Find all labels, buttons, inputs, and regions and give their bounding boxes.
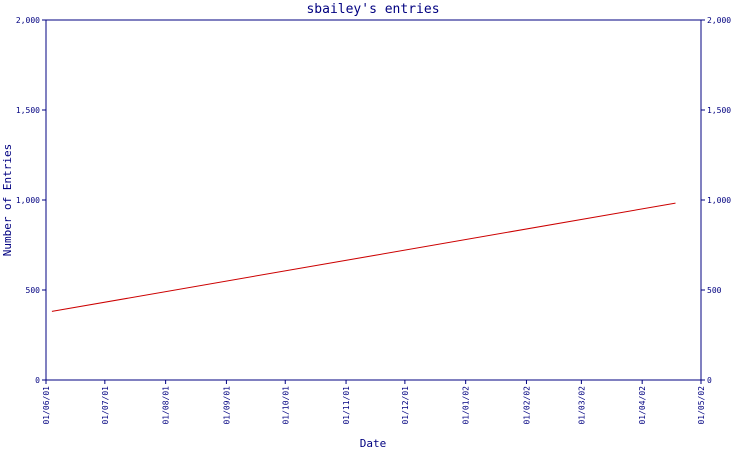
y-axis-left: 0 500 1,000 1,500 2,000 [16, 16, 46, 385]
y-tick-label-left: 1,500 [16, 106, 40, 115]
chart-title: sbailey's entries [306, 2, 439, 17]
x-tick-label: 01/03/02 [577, 386, 586, 425]
x-tick-label: 01/04/02 [638, 386, 647, 425]
plot-frame [45, 19, 702, 381]
x-tick-label: 01/05/02 [697, 386, 706, 425]
x-tick-label: 01/12/01 [401, 386, 410, 425]
x-tick-label: 01/01/02 [462, 386, 471, 425]
x-tick-label: 01/07/01 [101, 386, 110, 425]
y-tick-label-right: 1,000 [707, 196, 731, 205]
x-tick-label: 01/06/01 [42, 386, 51, 425]
x-tick-label: 01/02/02 [522, 386, 531, 425]
x-axis-label: Date [360, 437, 387, 450]
y-tick-label-right: 0 [707, 376, 712, 385]
y-tick-label-left: 500 [26, 286, 41, 295]
x-tick-label: 01/09/01 [222, 386, 231, 425]
x-axis: 01/06/01 01/07/01 01/08/01 01/09/01 01/10/01… [42, 380, 706, 425]
y-axis-label: Number of Entries [1, 144, 14, 257]
series-layer [51, 202, 676, 312]
y-tick-label-left: 2,000 [16, 16, 40, 25]
y-tick-label-right: 2,000 [707, 16, 731, 25]
y-axis-right: 0 500 1,000 1,500 2,000 [701, 16, 731, 385]
series-line [51, 202, 676, 312]
y-tick-label-right: 1,500 [707, 106, 731, 115]
x-tick-label: 01/11/01 [342, 386, 351, 425]
x-tick-label: 01/08/01 [162, 386, 171, 425]
y-tick-label-left: 0 [35, 376, 40, 385]
y-tick-label-right: 500 [707, 286, 722, 295]
y-tick-label-left: 1,000 [16, 196, 40, 205]
x-tick-label: 01/10/01 [281, 386, 290, 425]
